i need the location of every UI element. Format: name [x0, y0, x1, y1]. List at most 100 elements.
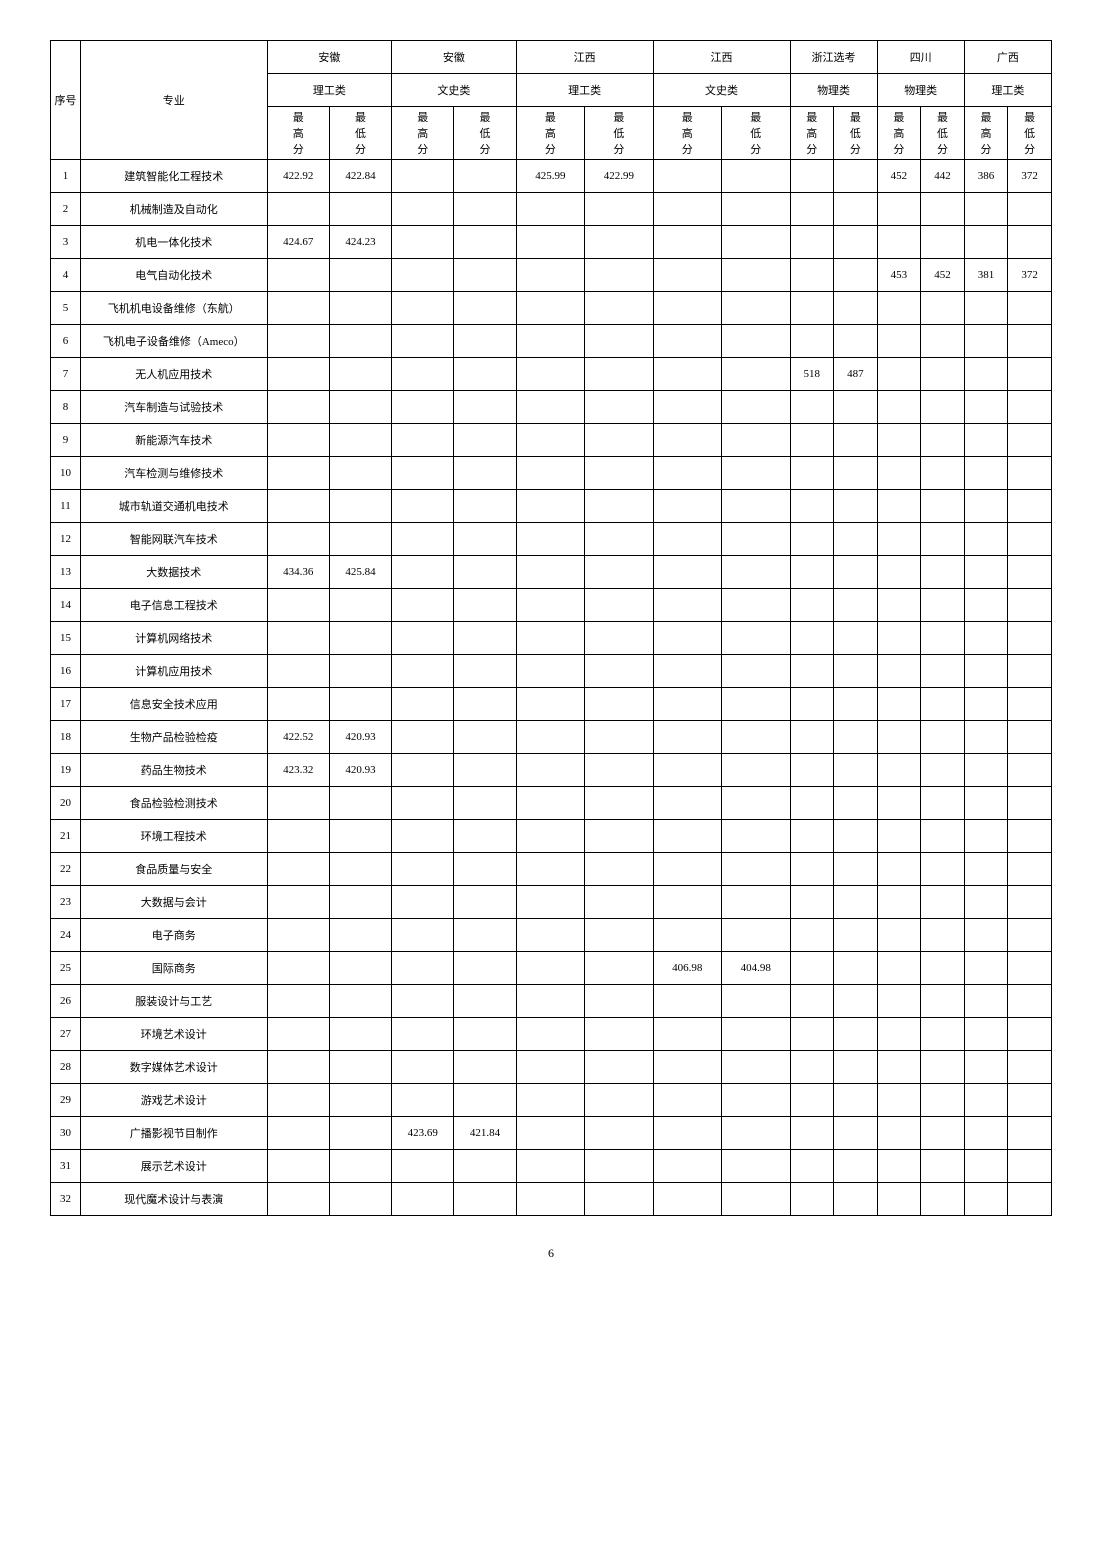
score-cell: [834, 787, 878, 820]
score-cell: [392, 226, 454, 259]
score-cell: [653, 490, 721, 523]
score-header: 高: [653, 125, 721, 141]
score-cell: [392, 193, 454, 226]
score-header: 最: [877, 107, 921, 126]
score-cell: [585, 391, 653, 424]
province-header: 江西: [516, 41, 653, 74]
score-cell: [964, 1051, 1008, 1084]
score-cell: [722, 160, 790, 193]
score-cell: [921, 589, 965, 622]
province-header: 浙江选考: [790, 41, 877, 74]
score-cell: [454, 457, 516, 490]
score-cell: [964, 424, 1008, 457]
score-cell: [585, 721, 653, 754]
score-cell: [516, 193, 584, 226]
score-cell: [585, 985, 653, 1018]
score-cell: [392, 688, 454, 721]
major-cell: 机电一体化技术: [80, 226, 267, 259]
score-cell: [921, 622, 965, 655]
score-cell: [392, 952, 454, 985]
score-cell: 453: [877, 259, 921, 292]
row-index: 7: [51, 358, 81, 391]
table-row: 25国际商务406.98404.98: [51, 952, 1052, 985]
score-cell: [1008, 754, 1052, 787]
score-cell: [267, 589, 329, 622]
score-cell: [964, 226, 1008, 259]
score-cell: [454, 193, 516, 226]
major-cell: 城市轨道交通机电技术: [80, 490, 267, 523]
score-cell: [1008, 292, 1052, 325]
table-row: 23大数据与会计: [51, 886, 1052, 919]
score-header: 高: [964, 125, 1008, 141]
score-cell: [653, 1117, 721, 1150]
score-cell: [454, 160, 516, 193]
score-cell: [585, 358, 653, 391]
row-index: 15: [51, 622, 81, 655]
major-cell: 环境艺术设计: [80, 1018, 267, 1051]
score-cell: [516, 226, 584, 259]
score-cell: [964, 391, 1008, 424]
score-cell: [454, 490, 516, 523]
major-cell: 信息安全技术应用: [80, 688, 267, 721]
score-header: 最: [790, 107, 834, 126]
score-cell: [329, 622, 391, 655]
score-header: 分: [516, 141, 584, 160]
score-cell: [834, 589, 878, 622]
score-header: 分: [267, 141, 329, 160]
subject-header: 理工类: [964, 74, 1051, 107]
score-cell: [329, 1084, 391, 1117]
score-cell: 422.52: [267, 721, 329, 754]
major-cell: 国际商务: [80, 952, 267, 985]
score-cell: [392, 523, 454, 556]
score-cell: [790, 325, 834, 358]
score-cell: [267, 820, 329, 853]
score-cell: [877, 457, 921, 490]
province-header: 广西: [964, 41, 1051, 74]
score-cell: 518: [790, 358, 834, 391]
score-cell: [964, 1183, 1008, 1216]
score-cell: [722, 358, 790, 391]
score-cell: [516, 1150, 584, 1183]
score-cell: [585, 226, 653, 259]
row-index: 26: [51, 985, 81, 1018]
score-cell: [267, 1084, 329, 1117]
score-cell: [585, 886, 653, 919]
score-cell: [877, 556, 921, 589]
score-cell: [454, 424, 516, 457]
score-header: 分: [964, 141, 1008, 160]
major-cell: 建筑智能化工程技术: [80, 160, 267, 193]
score-cell: [392, 853, 454, 886]
table-row: 18生物产品检验检疫422.52420.93: [51, 721, 1052, 754]
score-cell: [454, 1183, 516, 1216]
score-cell: [722, 655, 790, 688]
score-cell: [964, 952, 1008, 985]
score-cell: [516, 556, 584, 589]
score-cell: [790, 556, 834, 589]
score-cell: [653, 259, 721, 292]
score-cell: [877, 721, 921, 754]
score-cell: [921, 424, 965, 457]
score-cell: [329, 952, 391, 985]
score-cell: 372: [1008, 259, 1052, 292]
score-cell: [790, 886, 834, 919]
score-cell: [454, 325, 516, 358]
score-cell: [454, 952, 516, 985]
score-cell: [877, 358, 921, 391]
score-cell: [790, 1018, 834, 1051]
score-cell: [1008, 589, 1052, 622]
score-cell: [834, 424, 878, 457]
score-cell: [516, 391, 584, 424]
score-cell: [921, 556, 965, 589]
score-cell: [722, 325, 790, 358]
score-cell: [392, 1150, 454, 1183]
score-cell: [790, 490, 834, 523]
score-cell: [964, 787, 1008, 820]
score-cell: [921, 688, 965, 721]
score-cell: [877, 886, 921, 919]
score-cell: [834, 193, 878, 226]
score-cell: [1008, 1150, 1052, 1183]
score-cell: [329, 1150, 391, 1183]
row-index: 17: [51, 688, 81, 721]
score-cell: [653, 325, 721, 358]
score-cell: [516, 754, 584, 787]
